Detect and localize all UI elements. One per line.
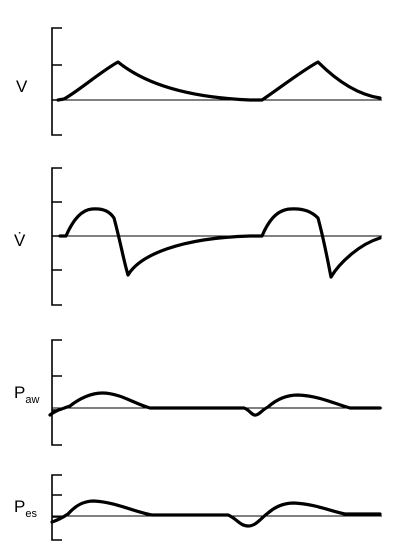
label-main: P bbox=[14, 383, 25, 402]
airway-pressure-panel: Paw bbox=[14, 339, 382, 446]
esophageal-pressure-panel: Pes bbox=[14, 474, 382, 541]
axis bbox=[51, 474, 62, 541]
flow-curve bbox=[58, 207, 382, 279]
volume-curve bbox=[56, 60, 382, 102]
panel-label: Pes bbox=[14, 497, 37, 520]
axis bbox=[51, 339, 62, 446]
esophageal-pressure-curve bbox=[50, 499, 382, 528]
label-subscript: es bbox=[25, 508, 37, 520]
panel-label: V bbox=[16, 77, 28, 96]
label-subscript: aw bbox=[25, 394, 39, 406]
volume-panel: V bbox=[16, 27, 382, 136]
axis bbox=[51, 27, 62, 136]
label-main: P bbox=[14, 497, 25, 516]
panel-label: V̇ bbox=[14, 231, 26, 250]
airway-pressure-curve bbox=[48, 391, 382, 417]
flow-panel: V̇ bbox=[14, 167, 382, 306]
panel-label: Paw bbox=[14, 383, 39, 406]
